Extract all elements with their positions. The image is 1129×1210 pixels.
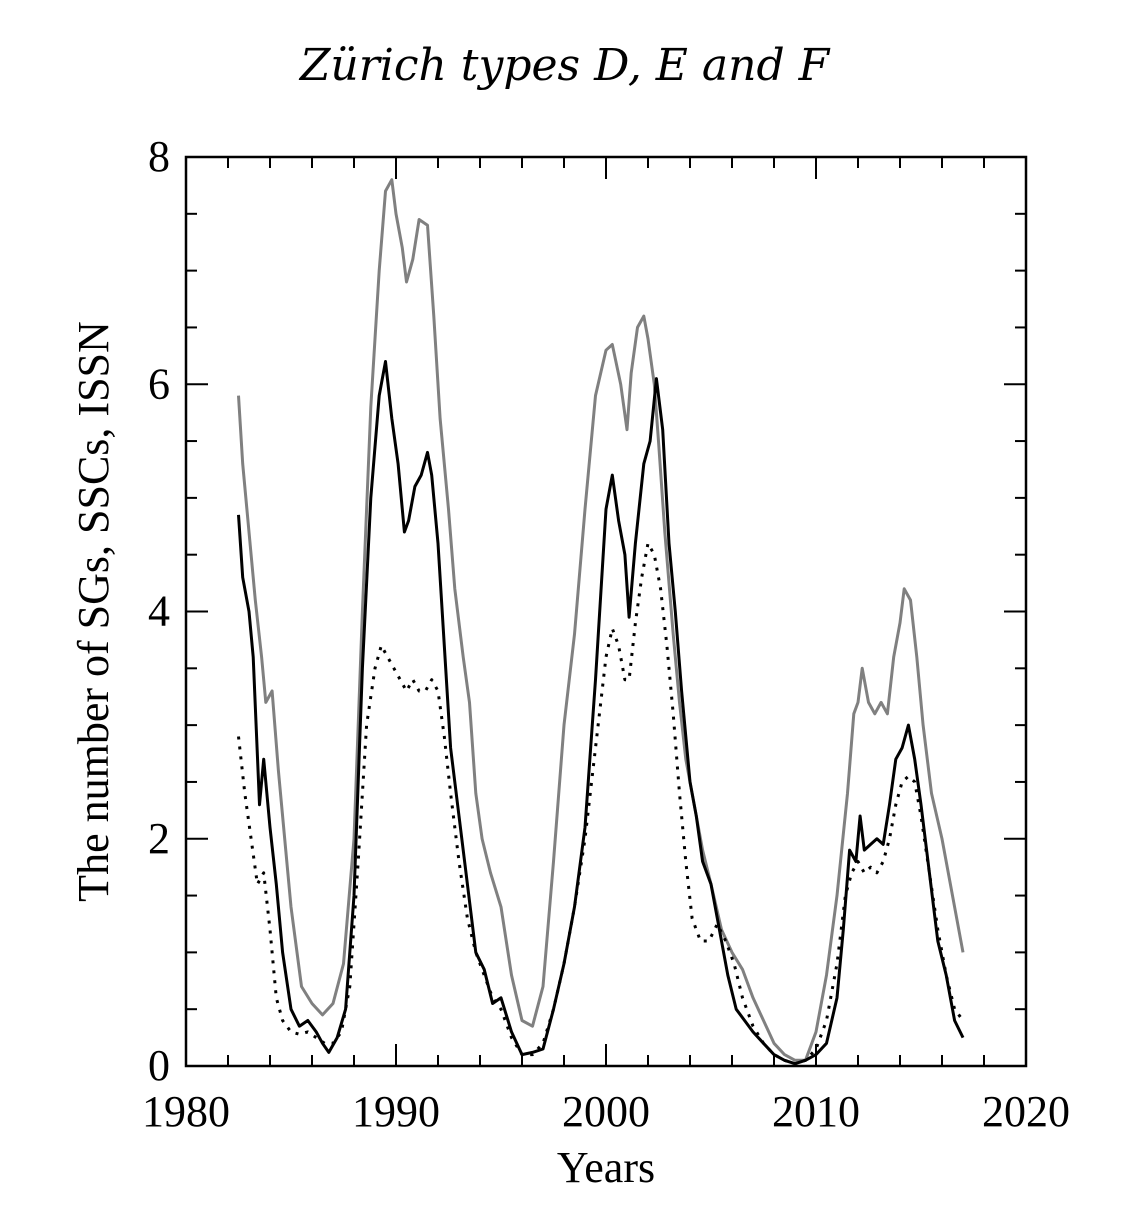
y-tick-label: 4 (148, 587, 170, 636)
y-tick-label: 8 (148, 132, 170, 181)
x-tick-label: 1990 (352, 1087, 440, 1136)
y-tick-label: 2 (148, 814, 170, 863)
y-tick-label: 6 (148, 359, 170, 408)
series-line-2 (237, 360, 965, 1066)
series-layer (237, 178, 965, 1066)
y-tick-label: 0 (148, 1041, 170, 1090)
x-tick-label: 2010 (772, 1087, 860, 1136)
tick-layer: 1980 1990 2000 2010 2020 0 2 4 6 8 (142, 132, 1070, 1136)
y-axis-label: The number of SGs, SSCs, ISSN (69, 321, 118, 902)
x-tick-label: 2000 (562, 1087, 650, 1136)
series-line-1 (237, 178, 965, 1062)
x-tick-label: 1980 (142, 1087, 230, 1136)
x-axis-label: Years (557, 1143, 655, 1192)
x-tick-label: 2020 (982, 1087, 1070, 1136)
chart-title: Zürich types D, E and F (299, 40, 830, 91)
